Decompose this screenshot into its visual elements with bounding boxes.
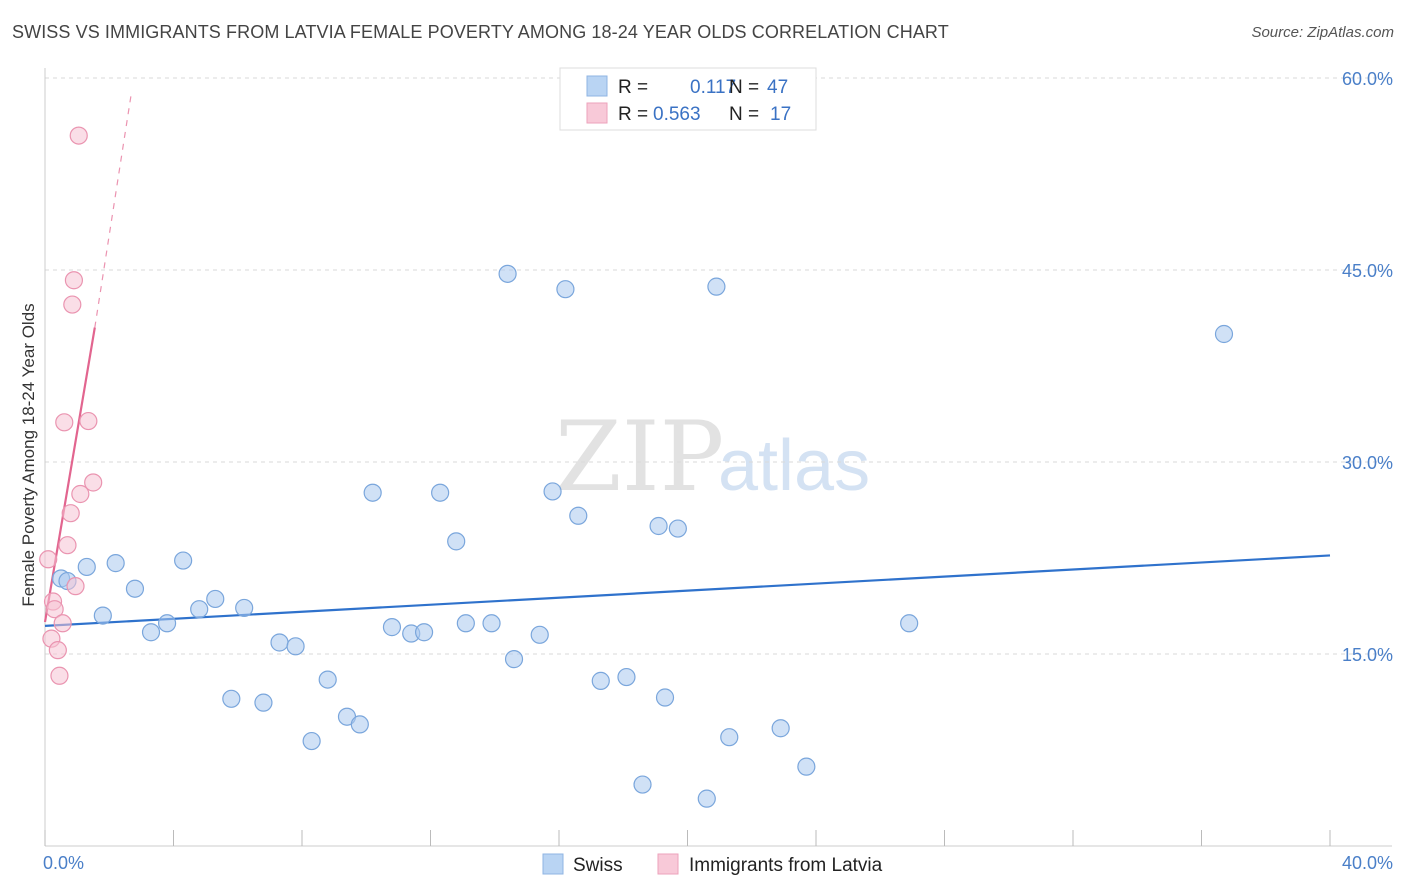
swiss-point bbox=[318, 670, 337, 689]
swiss-point bbox=[363, 483, 382, 502]
x-tick-label-min: 0.0% bbox=[43, 853, 84, 873]
swiss-point bbox=[190, 600, 209, 619]
data-points bbox=[39, 126, 1234, 808]
bottom-legend-label-swiss: Swiss bbox=[573, 855, 623, 876]
y-tick-label: 45.0% bbox=[1342, 261, 1393, 281]
y-tick-label: 60.0% bbox=[1342, 69, 1393, 89]
latvia-point bbox=[69, 126, 88, 145]
latvia-point bbox=[48, 641, 67, 660]
bottom-legend-swatch-latvia bbox=[657, 853, 679, 875]
legend-r-value-latvia: 0.563 bbox=[653, 104, 701, 125]
y-tick-label: 30.0% bbox=[1342, 453, 1393, 473]
swiss-point bbox=[106, 554, 125, 573]
legend-n-label-swiss: N = bbox=[729, 77, 759, 98]
swiss-point bbox=[771, 719, 790, 738]
bottom-legend: Swiss Immigrants from Latvia bbox=[542, 853, 883, 876]
swiss-point bbox=[447, 532, 466, 551]
swiss-point bbox=[556, 280, 575, 299]
swiss-point bbox=[504, 650, 524, 669]
trend-line-extension-latvia bbox=[94, 90, 133, 328]
swiss-point bbox=[633, 775, 652, 794]
swiss-point bbox=[286, 637, 305, 656]
watermark-atlas: atlas bbox=[718, 426, 870, 506]
swiss-point bbox=[797, 757, 816, 776]
swiss-point bbox=[530, 625, 549, 644]
latvia-point bbox=[55, 413, 74, 432]
latvia-point bbox=[50, 666, 69, 685]
swiss-point bbox=[302, 731, 321, 751]
legend-swatch-swiss bbox=[586, 75, 608, 97]
swiss-point bbox=[707, 277, 726, 296]
legend-swatch-latvia bbox=[586, 102, 608, 124]
swiss-point bbox=[125, 579, 145, 598]
chart-title: SWISS VS IMMIGRANTS FROM LATVIA FEMALE P… bbox=[12, 22, 949, 42]
latvia-point bbox=[53, 614, 72, 633]
swiss-point bbox=[235, 598, 254, 618]
swiss-point bbox=[498, 264, 517, 283]
swiss-point bbox=[254, 693, 273, 712]
x-tick-label-max: 40.0% bbox=[1342, 853, 1393, 873]
swiss-point bbox=[569, 506, 588, 525]
latvia-point bbox=[79, 411, 98, 431]
swiss-point bbox=[543, 482, 562, 501]
swiss-point bbox=[157, 614, 177, 633]
latvia-point bbox=[61, 504, 80, 523]
y-tick-labels: 15.0% 30.0% 45.0% 60.0% bbox=[1342, 69, 1393, 665]
latvia-point bbox=[39, 550, 58, 569]
swiss-point bbox=[414, 623, 434, 642]
legend-r-value-swiss: 0.117 bbox=[690, 77, 736, 98]
latvia-point bbox=[63, 295, 82, 314]
swiss-point bbox=[720, 728, 739, 747]
source-label: Source: ZipAtlas.com bbox=[1251, 24, 1394, 41]
axes bbox=[44, 68, 1392, 847]
swiss-point bbox=[206, 589, 225, 609]
swiss-point bbox=[697, 789, 716, 808]
gridlines bbox=[45, 77, 1392, 655]
swiss-point bbox=[655, 688, 675, 707]
bottom-legend-label-latvia: Immigrants from Latvia bbox=[689, 855, 883, 876]
swiss-point bbox=[900, 614, 919, 633]
swiss-point bbox=[77, 557, 96, 577]
swiss-point bbox=[270, 633, 289, 652]
swiss-point bbox=[617, 667, 636, 687]
swiss-point bbox=[431, 483, 450, 502]
latvia-point bbox=[66, 577, 85, 596]
latvia-point bbox=[71, 484, 90, 504]
swiss-point bbox=[649, 516, 668, 536]
latvia-point bbox=[45, 600, 64, 619]
swiss-point bbox=[482, 614, 501, 633]
swiss-point bbox=[668, 519, 687, 538]
latvia-point bbox=[84, 473, 103, 492]
y-tick-label: 15.0% bbox=[1342, 645, 1393, 665]
x-tick-labels: 0.0% 40.0% bbox=[43, 853, 1393, 873]
swiss-point bbox=[350, 715, 369, 734]
legend-r-label-latvia: R = bbox=[618, 104, 648, 125]
trend-line-swiss bbox=[44, 554, 1331, 627]
latvia-point bbox=[58, 536, 77, 555]
y-axis-label: Female Poverty Among 18-24 Year Olds bbox=[19, 303, 38, 606]
legend-n-value-swiss: 47 bbox=[767, 77, 788, 98]
swiss-point bbox=[591, 671, 610, 690]
legend-n-label-latvia: N = bbox=[729, 104, 759, 125]
bottom-legend-swatch-swiss bbox=[542, 853, 564, 875]
legend-n-value-latvia: 17 bbox=[770, 104, 791, 125]
trend-line-latvia bbox=[43, 327, 96, 623]
watermark-zip: ZIP bbox=[555, 401, 724, 513]
swiss-point bbox=[174, 551, 193, 570]
swiss-point bbox=[93, 606, 112, 625]
swiss-point bbox=[222, 689, 241, 708]
swiss-point bbox=[141, 623, 161, 642]
swiss-point bbox=[456, 614, 475, 633]
latvia-point bbox=[64, 271, 84, 290]
swiss-point bbox=[382, 618, 402, 637]
legend-r-label-swiss: R = bbox=[618, 77, 648, 98]
trend-lines bbox=[43, 90, 1331, 627]
top-legend: R = 0.117 N = 47 R = 0.563 N = 17 bbox=[559, 67, 817, 131]
swiss-point bbox=[1214, 324, 1234, 344]
